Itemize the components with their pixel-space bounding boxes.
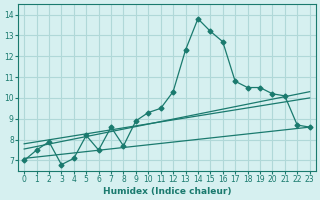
X-axis label: Humidex (Indice chaleur): Humidex (Indice chaleur) [103,187,231,196]
